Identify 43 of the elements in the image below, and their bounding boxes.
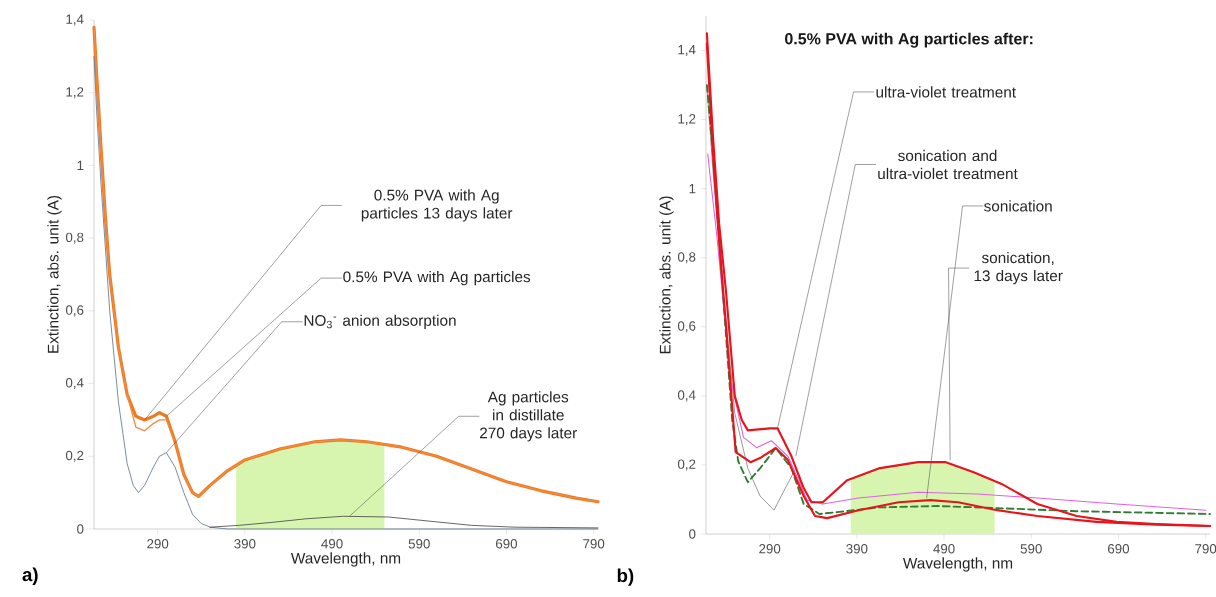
annotation: sonication, 13 days later <box>974 251 1063 285</box>
y-tick-label: 0,6 <box>65 305 84 317</box>
x-tick-label: 690 <box>496 539 518 549</box>
y-tick-label: 1 <box>689 184 696 194</box>
annotation: sonication and ultra-violet treatment <box>878 149 1018 180</box>
x-tick-label: 290 <box>759 544 781 554</box>
text: b) <box>617 568 634 586</box>
y-tick-label: 0,4 <box>677 390 696 402</box>
x-tick-label: 490 <box>933 544 955 554</box>
x-tick-label: 490 <box>321 539 343 549</box>
x-tick-label: 590 <box>1020 544 1042 554</box>
y-tick-label: 1,4 <box>66 14 84 26</box>
text: a) <box>22 567 38 585</box>
annotation: sonication <box>984 200 1052 212</box>
y-axis-title: Extinction, abs. unit (A) <box>47 195 62 353</box>
y-tick-label: 0,6 <box>677 321 696 333</box>
x-tick-label: 790 <box>583 539 605 549</box>
y-tick-label: 1 <box>77 160 84 171</box>
text: 0.5% PVA with Ag particles after: <box>785 32 1033 48</box>
annotation: NO$_{3}$$^{-}$ anion absorption <box>304 314 456 329</box>
y-tick-label: 0 <box>689 529 696 539</box>
x-tick-label: 390 <box>234 539 256 549</box>
x-tick-label: 790 <box>1195 544 1216 554</box>
y-tick-label: 0 <box>77 524 84 534</box>
x-tick-label: 590 <box>408 539 430 549</box>
y-axis-title: Extinction, abs. unit (A) <box>659 196 674 354</box>
annotation: Ag particles in distillate 270 days later <box>480 391 577 442</box>
y-tick-label: 0,8 <box>677 252 696 264</box>
annotation: 0.5% PVA with Ag particles <box>343 271 531 286</box>
x-axis-title: Wavelength, nm <box>290 552 401 567</box>
y-tick-label: 1,2 <box>66 87 84 99</box>
x-tick-label: 690 <box>1108 544 1130 554</box>
y-tick-label: 0,8 <box>65 232 84 244</box>
y-tick-label: 1,2 <box>678 114 696 126</box>
y-tick-label: 1,4 <box>678 45 696 56</box>
x-tick-label: 290 <box>147 539 169 549</box>
y-tick-label: 0,4 <box>65 378 84 390</box>
y-tick-label: 0,2 <box>677 459 696 471</box>
annotation: 0.5% PVA with Ag particles 13 days later <box>361 189 513 222</box>
annotation: ultra-violet treatment <box>876 86 1016 98</box>
x-axis-title: Wavelength, nm <box>902 557 1013 572</box>
x-tick-label: 390 <box>846 544 868 554</box>
y-tick-label: 0,2 <box>65 450 84 462</box>
